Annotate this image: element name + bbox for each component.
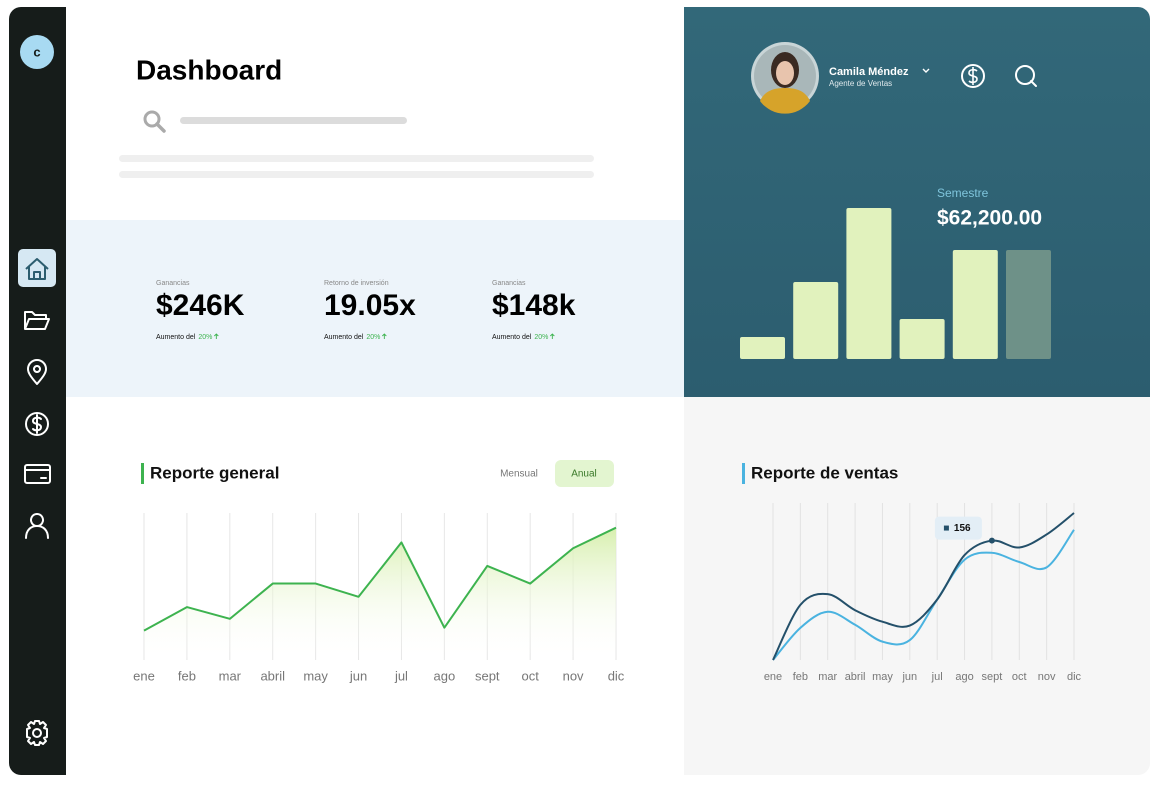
photo-face [776, 61, 794, 85]
placeholder-line [119, 155, 594, 162]
stats-band [66, 220, 684, 397]
stat-label: Ganancias [156, 280, 190, 287]
sidebar [9, 7, 66, 775]
profile-name: Camila Méndez [829, 66, 909, 78]
x-tick-label: sept [475, 668, 500, 683]
highlight-point [988, 537, 995, 544]
x-tick-label: dic [1067, 671, 1082, 683]
x-tick-label: ene [133, 668, 155, 683]
stat-note-text: Aumento del [492, 334, 532, 341]
bar [899, 319, 945, 359]
up-arrow [382, 333, 387, 339]
bar [740, 337, 785, 359]
tab-yearly[interactable]: Anual [571, 469, 597, 480]
sales-panel [684, 397, 1150, 775]
avatar-letter: c [33, 44, 40, 59]
stat-value: $148k [492, 289, 576, 322]
location-icon[interactable] [27, 359, 47, 385]
area [144, 527, 616, 660]
x-tick-label: oct [1012, 671, 1027, 683]
stat-label: Retorno de inversión [324, 280, 389, 287]
x-tick-label: nov [1038, 671, 1056, 683]
tab-active-bg[interactable] [555, 460, 614, 487]
semester-label: Semestre [937, 186, 989, 200]
section-accent [742, 463, 745, 484]
x-tick-label: ago [955, 671, 973, 683]
tooltip [934, 516, 982, 540]
stat-note-text: Aumento del [156, 334, 196, 341]
tooltip-value: 156 [954, 523, 971, 534]
x-tick-label: mar [219, 668, 242, 683]
card-icon-lines [24, 469, 51, 479]
money-sign [32, 414, 42, 434]
line [772, 512, 1075, 661]
stat-note: Aumento del 20% [324, 334, 380, 341]
placeholder-line [119, 171, 594, 178]
x-tick-label: jul [931, 671, 943, 683]
bar [952, 250, 998, 359]
x-tick-label: sept [982, 671, 1003, 683]
bar [793, 282, 839, 359]
photo-shirt [760, 88, 810, 114]
x-tick-label: jul [394, 668, 408, 683]
stat-value: 19.05x [324, 289, 416, 322]
x-tick-label: ago [434, 668, 456, 683]
section-title: Reporte de ventas [751, 463, 898, 482]
card-icon[interactable] [24, 464, 51, 484]
x-tick-label: abril [260, 668, 285, 683]
x-tick-label: feb [178, 668, 196, 683]
up-arrow [550, 333, 555, 339]
search-icon[interactable] [143, 110, 161, 128]
up-arrow [214, 333, 219, 339]
stat-value: $246K [156, 289, 245, 322]
search-handle [155, 122, 166, 133]
x-tick-label: nov [563, 668, 584, 683]
wallet-button[interactable] [961, 64, 985, 88]
stat-change: 20% [534, 334, 548, 341]
stat-change: 20% [366, 334, 380, 341]
x-tick-label: oct [522, 668, 540, 683]
x-tick-label: may [303, 668, 328, 683]
avatar-badge[interactable] [20, 35, 54, 69]
home-icon [25, 258, 49, 280]
tab-monthly[interactable]: Mensual [500, 469, 538, 480]
stat-note-text: Aumento del [324, 334, 364, 341]
stat-note: Aumento del 20% [156, 334, 212, 341]
line [143, 526, 617, 632]
section-accent [141, 463, 144, 484]
folder-icon[interactable] [24, 311, 50, 330]
x-tick-label: may [872, 671, 893, 683]
x-tick-label: jun [901, 671, 917, 683]
profile-dropdown[interactable] [922, 68, 930, 73]
line [772, 529, 1075, 661]
dollar-sign [968, 67, 978, 85]
semester-total: $62,200.00 [937, 207, 1042, 230]
search-bar[interactable] [180, 117, 407, 124]
x-tick-label: abril [845, 671, 866, 683]
bar [846, 208, 892, 359]
tooltip-swatch [943, 525, 949, 531]
nav-home-active[interactable] [18, 249, 56, 287]
stat-change: 20% [198, 334, 212, 341]
stat-label: Ganancias [492, 280, 526, 287]
section-title: Reporte general [150, 463, 279, 482]
x-tick-label: ene [764, 671, 782, 683]
bar [1006, 250, 1051, 359]
x-tick-label: jun [349, 668, 367, 683]
page-title: Dashboard [136, 54, 282, 85]
settings-icon[interactable] [26, 720, 48, 746]
x-tick-label: dic [608, 668, 625, 683]
settings-icon-core [32, 728, 42, 738]
x-tick-label: feb [793, 671, 808, 683]
money-icon[interactable] [25, 412, 49, 436]
x-tick-label: mar [818, 671, 837, 683]
user-icon[interactable] [25, 513, 49, 539]
chat-tail [1030, 80, 1037, 87]
profile-role: Agente de Ventas [829, 79, 892, 88]
stat-note: Aumento del 20% [492, 334, 548, 341]
chat-button[interactable] [1015, 65, 1035, 85]
